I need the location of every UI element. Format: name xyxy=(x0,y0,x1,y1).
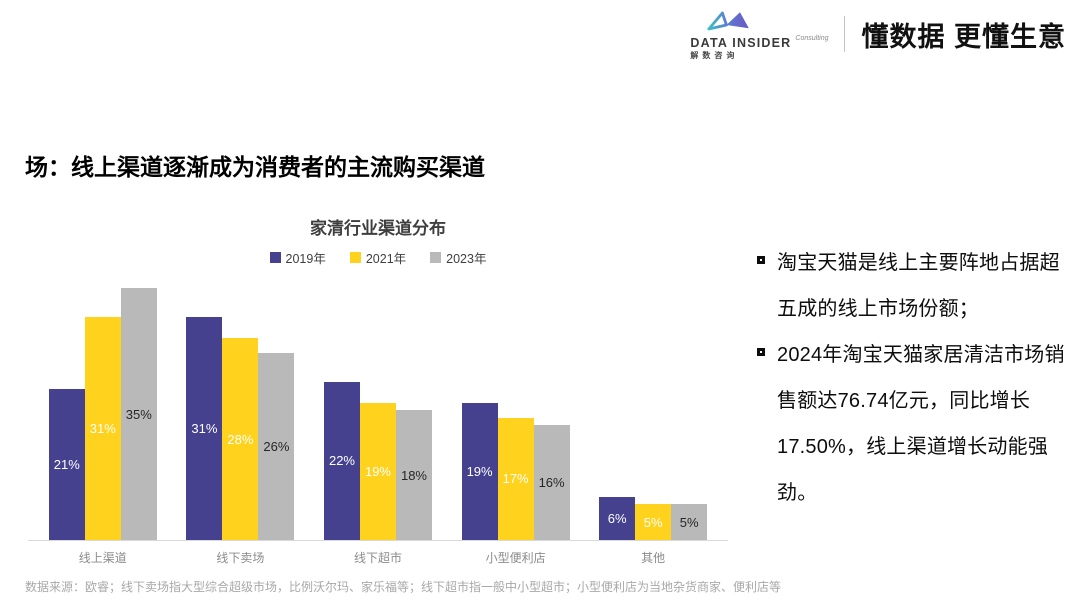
bar-group-线上渠道: 21% 31% 35% xyxy=(48,288,157,540)
legend-label-2023: 2023年 xyxy=(446,252,487,266)
bullet-text: 2024年淘宝天猫家居清洁市场销售额达76.74亿元，同比增长17.50%，线上… xyxy=(777,344,1065,504)
bar-2021年-小型便利店: 17% xyxy=(497,417,534,540)
bar-group-小型便利店: 19% 17% 16% xyxy=(461,403,570,540)
legend-label-2021: 2021年 xyxy=(365,252,407,266)
bar-2019年-线上渠道: 21% xyxy=(48,388,85,540)
bar-2023年-线下超市: 18% xyxy=(395,410,432,540)
bar-2019年-线下超市: 22% xyxy=(323,381,360,540)
legend-swatch-2019 xyxy=(269,252,281,263)
bar-2021年-其他: 5% xyxy=(635,504,672,540)
legend-label-2019: 2019年 xyxy=(285,252,326,266)
page-title: 场：线上渠道逐渐成为消费者的主流购买渠道 xyxy=(25,154,485,180)
bar-value-label: 5% xyxy=(679,514,699,530)
bar-2019年-其他: 6% xyxy=(599,496,636,540)
bar-value-label: 6% xyxy=(607,510,627,526)
bar-2021年-线下卖场: 28% xyxy=(222,338,259,540)
header-divider xyxy=(844,16,846,52)
bar-2023年-其他: 5% xyxy=(671,504,708,540)
bar-2023年-线上渠道: 35% xyxy=(120,288,157,540)
insights-panel: 淘宝天猫是线上主要阵地占据超五成的线上市场份额； 2024年淘宝天猫家居清洁市场… xyxy=(755,240,1073,516)
bar-value-label: 21% xyxy=(53,456,80,472)
legend-swatch-2023 xyxy=(430,252,442,263)
category-label-线上渠道: 线上渠道 xyxy=(78,551,127,565)
bullet-item: 淘宝天猫是线上主要阵地占据超五成的线上市场份额； xyxy=(755,240,1073,332)
bar-2023年-小型便利店: 16% xyxy=(533,424,570,540)
brand-butterfly-icon xyxy=(707,11,750,31)
bar-value-label: 19% xyxy=(466,464,493,480)
square-bullet-icon xyxy=(757,348,765,356)
header: DATA INSIDER Consulting 解数咨询 懂数据 更懂生意 xyxy=(690,8,1066,60)
bar-value-label: 18% xyxy=(400,467,427,483)
bar-value-label: 5% xyxy=(643,514,663,530)
bar-2019年-线下卖场: 31% xyxy=(186,316,223,540)
category-label-线下卖场: 线下卖场 xyxy=(216,551,265,565)
plot-area: 21% 31% 35% 31% 28% 26% 22% 19% 18% 19% 17% 16% 6% 5%… xyxy=(28,273,728,541)
brand-consulting-label: Consulting xyxy=(795,35,829,42)
bar-value-label: 26% xyxy=(263,438,290,454)
brand-name: DATA INSIDER xyxy=(690,35,792,50)
category-label-其他: 其他 xyxy=(641,551,666,565)
legend-item-2021: 2021年 xyxy=(349,248,407,267)
brand-tagline: 懂数据 更懂生意 xyxy=(861,21,1066,52)
bar-value-label: 28% xyxy=(227,431,254,447)
bullet-item: 2024年淘宝天猫家居清洁市场销售额达76.74亿元，同比增长17.50%，线上… xyxy=(755,332,1073,516)
chart-title: 家清行业渠道分布 xyxy=(310,219,446,238)
square-bullet-icon xyxy=(757,256,765,264)
category-label-小型便利店: 小型便利店 xyxy=(485,551,546,565)
bar-2021年-线下超市: 19% xyxy=(359,403,396,540)
channel-distribution-chart: 家清行业渠道分布 2019年 2021年 2023年 21% 31% 35% 31% 2… xyxy=(28,214,728,566)
legend-item-2023: 2023年 xyxy=(430,248,486,267)
category-label-线下超市: 线下超市 xyxy=(353,551,402,565)
bar-value-label: 31% xyxy=(89,420,116,436)
bar-2019年-小型便利店: 19% xyxy=(461,403,498,540)
bar-value-label: 31% xyxy=(191,420,218,436)
bar-value-label: 16% xyxy=(538,474,565,490)
bar-value-label: 19% xyxy=(364,464,391,480)
brand-name-chinese: 解数咨询 xyxy=(690,51,739,60)
chart-legend: 2019年 2021年 2023年 xyxy=(28,248,728,267)
bar-group-线下超市: 22% 19% 18% xyxy=(323,381,432,540)
bar-value-label: 35% xyxy=(125,406,152,422)
bar-2023年-线下卖场: 26% xyxy=(258,352,295,540)
bar-value-label: 17% xyxy=(502,471,529,487)
category-axis: 线上渠道 线下卖场 线下超市 小型便利店 其他 xyxy=(28,549,728,566)
bar-2021年-线上渠道: 31% xyxy=(84,316,121,540)
bar-group-其他: 6% 5% 5% xyxy=(599,496,708,540)
bar-value-label: 22% xyxy=(328,453,355,469)
legend-item-2019: 2019年 xyxy=(269,248,326,267)
data-source-footnote: 数据来源：欧睿；线下卖场指大型综合超级市场，比例沃尔玛、家乐福等；线下超市指一般… xyxy=(25,580,782,594)
bar-group-线下卖场: 31% 28% 26% xyxy=(186,316,295,540)
bullet-text: 淘宝天猫是线上主要阵地占据超五成的线上市场份额； xyxy=(777,252,1060,320)
legend-swatch-2021 xyxy=(349,252,361,263)
brand-logo: DATA INSIDER Consulting 解数咨询 xyxy=(690,8,828,60)
